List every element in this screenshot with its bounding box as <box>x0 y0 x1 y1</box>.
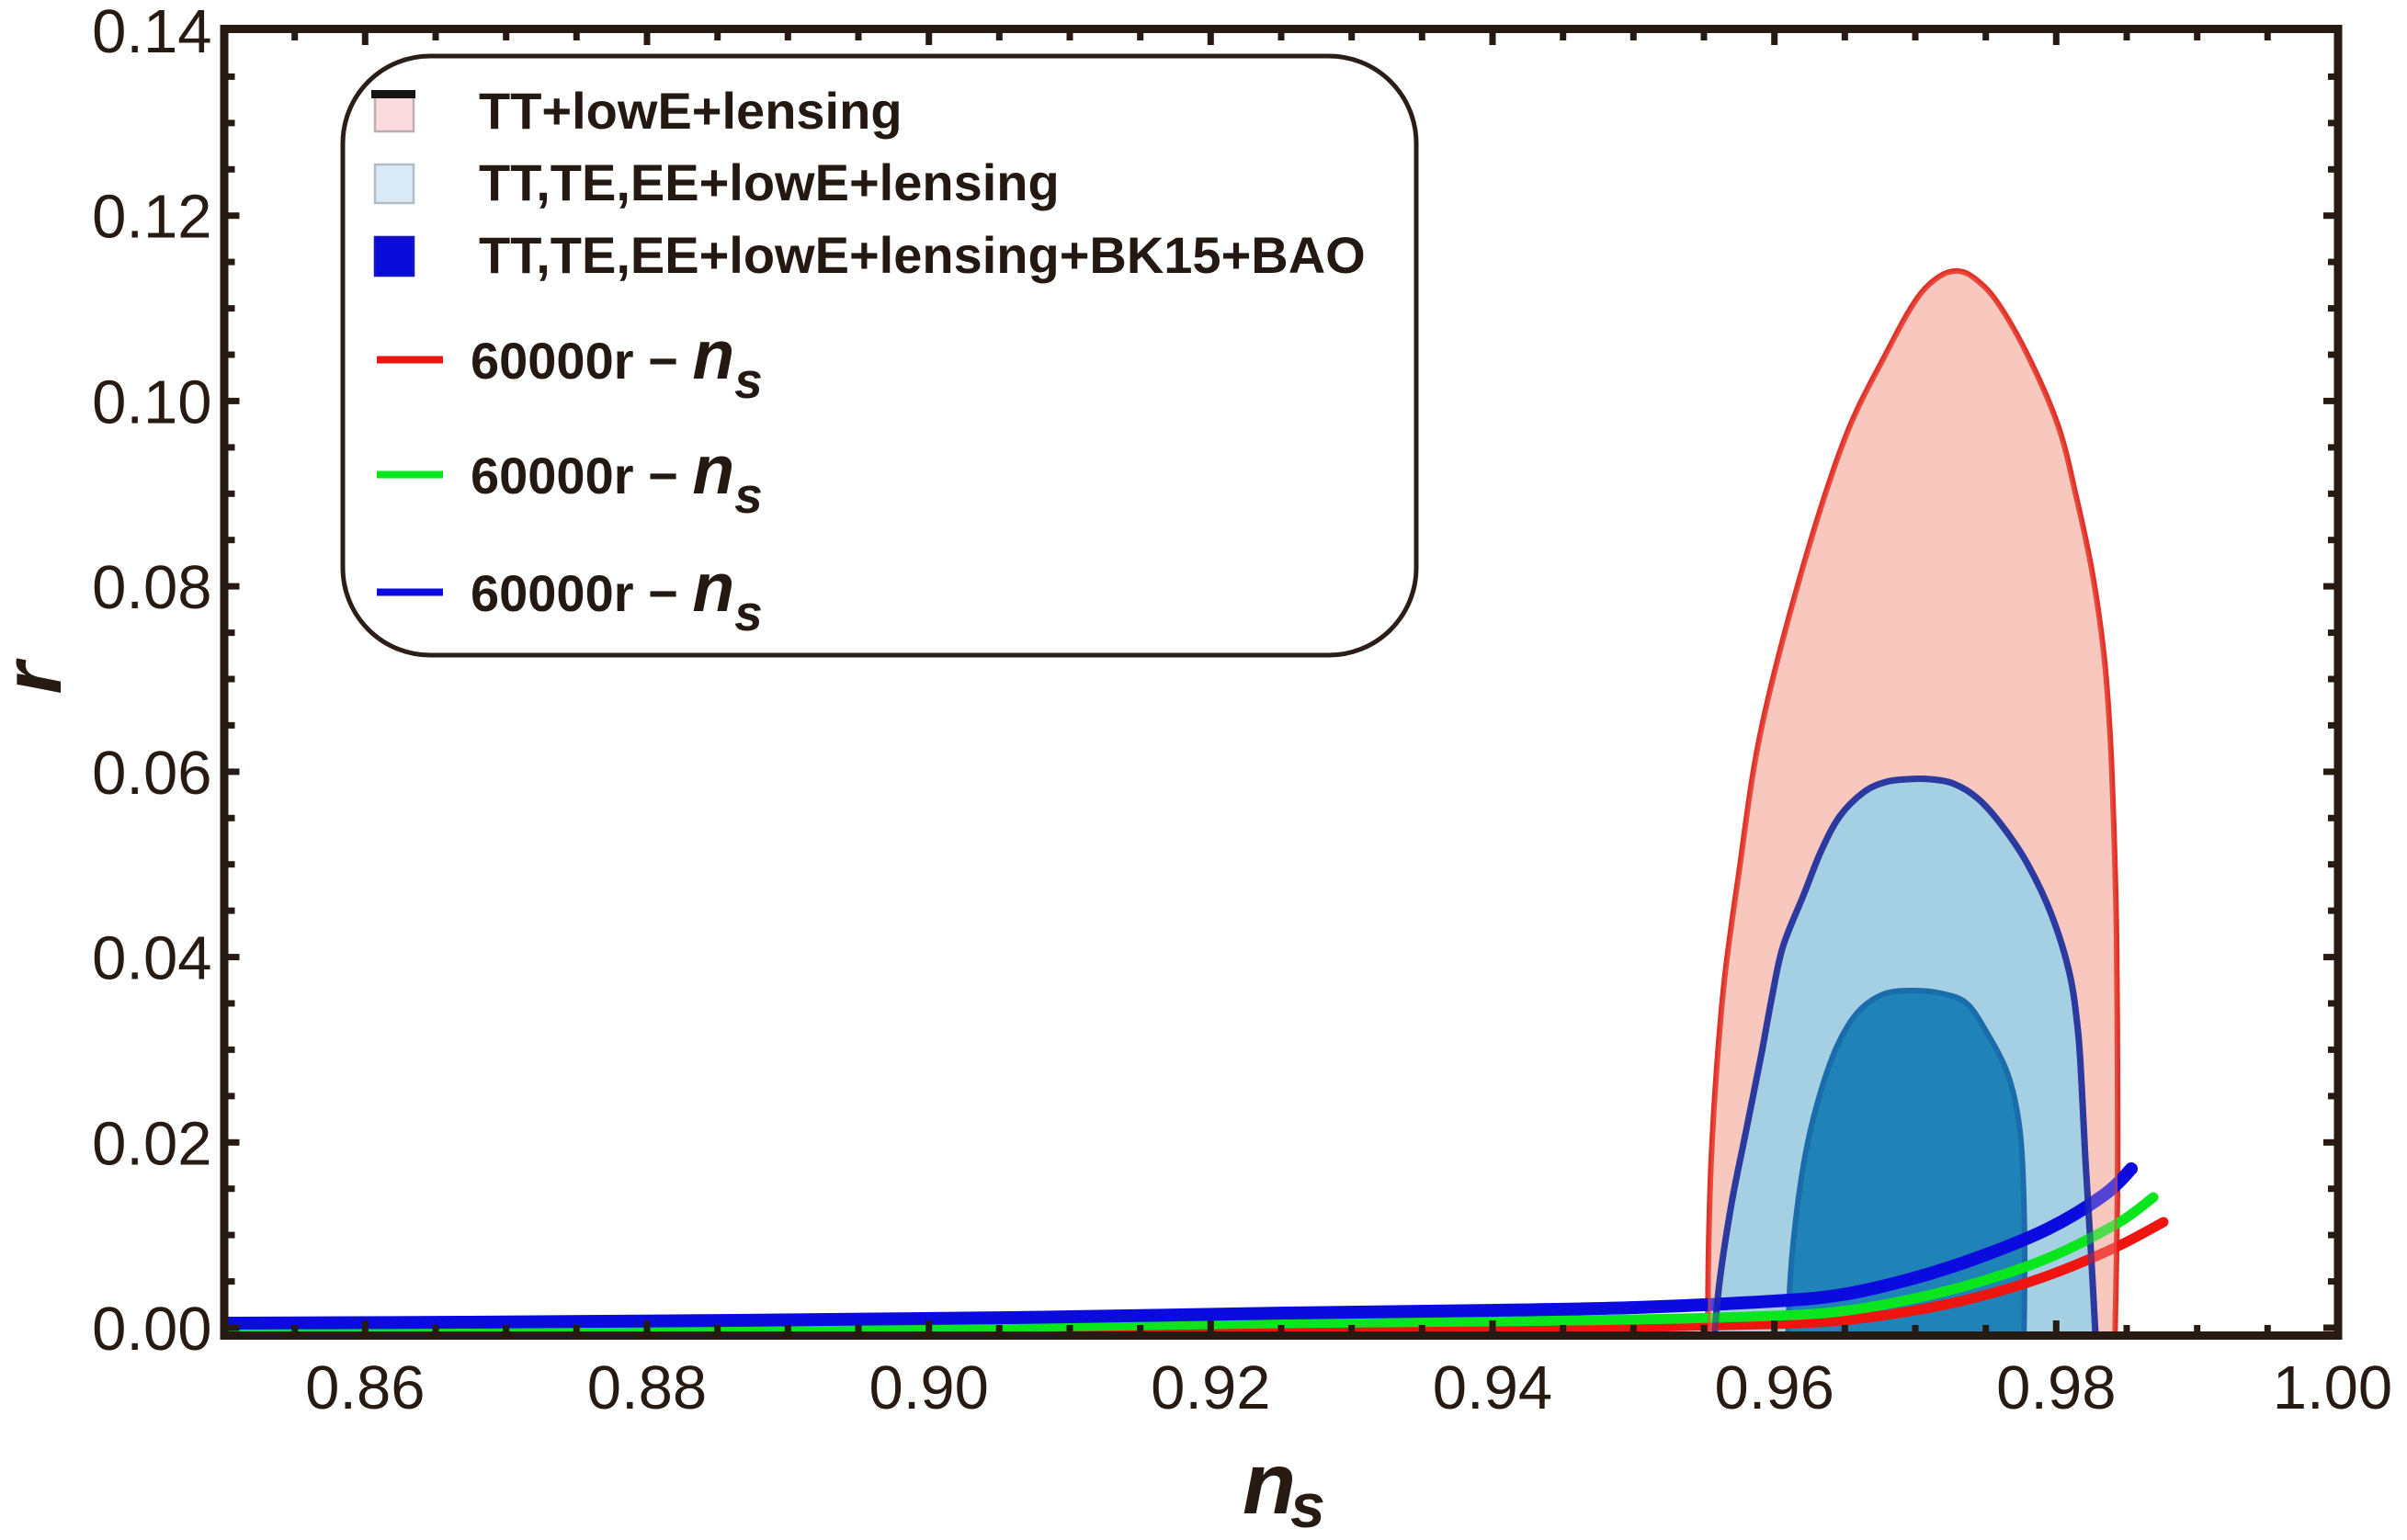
svg-text:0.96: 0.96 <box>1714 1353 1834 1422</box>
svg-text:0.04: 0.04 <box>92 924 211 993</box>
svg-text:0.00: 0.00 <box>92 1295 211 1364</box>
svg-text:r: r <box>0 658 79 695</box>
svg-text:0.92: 0.92 <box>1151 1353 1270 1422</box>
svg-text:1.00: 1.00 <box>2273 1353 2392 1422</box>
svg-text:0.10: 0.10 <box>92 368 211 436</box>
svg-text:TT,TE,EE+lowE+lensing: TT,TE,EE+lowE+lensing <box>479 153 1060 211</box>
svg-text:n: n <box>1243 1435 1296 1533</box>
svg-text:0.02: 0.02 <box>92 1109 211 1178</box>
svg-text:0.90: 0.90 <box>869 1353 988 1422</box>
svg-text:0.12: 0.12 <box>92 183 211 252</box>
svg-text:0.98: 0.98 <box>1996 1353 2116 1422</box>
svg-text:0.14: 0.14 <box>92 0 211 66</box>
svg-text:s: s <box>1290 1471 1325 1535</box>
svg-text:0.86: 0.86 <box>305 1353 425 1422</box>
svg-text:TT+lowE+lensing: TT+lowE+lensing <box>479 82 903 140</box>
svg-text:0.08: 0.08 <box>92 553 211 622</box>
svg-text:TT,TE,EE+lowE+lensing+BK15+BAO: TT,TE,EE+lowE+lensing+BK15+BAO <box>479 226 1366 284</box>
svg-text:0.88: 0.88 <box>587 1353 707 1422</box>
svg-text:0.06: 0.06 <box>92 739 211 808</box>
svg-text:0.94: 0.94 <box>1433 1353 1552 1422</box>
